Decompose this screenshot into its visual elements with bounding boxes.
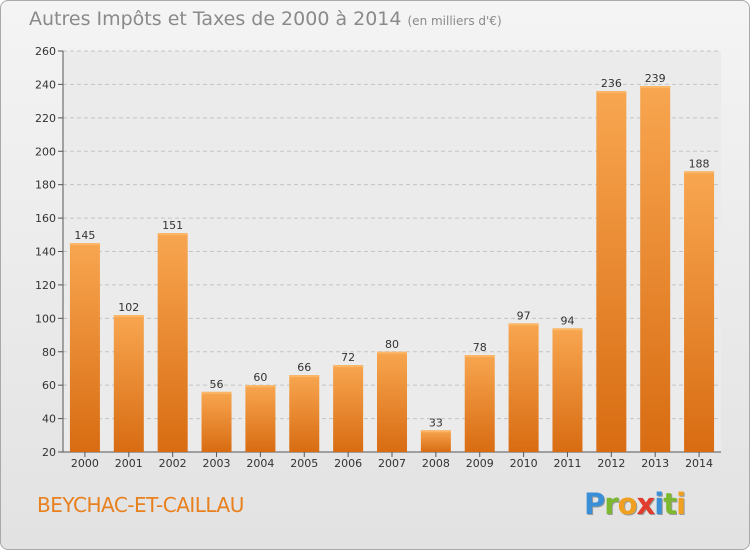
bar[interactable] bbox=[201, 391, 232, 452]
data-label: 145 bbox=[74, 229, 95, 242]
x-tick-label: 2004 bbox=[246, 457, 274, 470]
axes: 20 40 60 80 100 120 140 160 180 200 220 240 260 2000 2… bbox=[35, 45, 721, 470]
data-label: 102 bbox=[118, 301, 139, 314]
y-tick-label: 140 bbox=[35, 246, 56, 259]
bar[interactable] bbox=[333, 365, 364, 452]
x-tick-label: 2013 bbox=[641, 457, 669, 470]
y-tick-label: 40 bbox=[42, 413, 56, 426]
bar[interactable] bbox=[552, 328, 583, 452]
data-label: 60 bbox=[253, 371, 267, 384]
commune-name: BEYCHAC-ET-CAILLAU bbox=[37, 493, 244, 517]
labels: 145 102 151 56 60 66 72 80 33 78 97 94 236 239 188 bbox=[74, 72, 709, 429]
y-tick-label: 200 bbox=[35, 145, 56, 158]
logo-letter: i bbox=[676, 487, 686, 521]
logo-letter: r bbox=[604, 487, 618, 521]
x-tick-label: 2006 bbox=[334, 457, 362, 470]
bar-top-highlight bbox=[289, 375, 320, 378]
bar-top-highlight bbox=[377, 351, 407, 354]
bar[interactable] bbox=[420, 430, 451, 452]
y-tick-label: 60 bbox=[42, 379, 56, 392]
data-label: 236 bbox=[601, 77, 622, 90]
bar[interactable] bbox=[377, 351, 407, 452]
bar[interactable] bbox=[596, 91, 627, 452]
x-tick-label: 2002 bbox=[159, 457, 187, 470]
y-tick-label: 20 bbox=[42, 446, 56, 459]
y-tick-label: 220 bbox=[35, 112, 56, 125]
x-tick-label: 2014 bbox=[685, 457, 713, 470]
y-tick-label: 240 bbox=[35, 78, 56, 91]
chart-unit-note: (en milliers d'€) bbox=[407, 14, 502, 28]
y-tick-label: 160 bbox=[35, 212, 56, 225]
y-tick-label: 260 bbox=[35, 45, 56, 58]
bar-top-highlight bbox=[69, 243, 100, 246]
bar-top-highlight bbox=[640, 86, 671, 89]
logo-letter: t bbox=[663, 487, 677, 521]
bar-top-highlight bbox=[596, 91, 627, 94]
bar[interactable] bbox=[684, 171, 715, 453]
x-tick-label: 2011 bbox=[553, 457, 581, 470]
bar[interactable] bbox=[113, 314, 144, 452]
bar-top-highlight bbox=[333, 365, 364, 368]
data-label: 94 bbox=[560, 314, 574, 327]
bar[interactable] bbox=[69, 243, 100, 452]
bar-top-highlight bbox=[245, 385, 276, 388]
logo-letter: x bbox=[636, 487, 656, 521]
data-label: 66 bbox=[297, 361, 311, 374]
x-tick-label: 2012 bbox=[597, 457, 625, 470]
y-tick-label: 80 bbox=[42, 346, 56, 359]
bar-top-highlight bbox=[113, 314, 144, 317]
y-tick-label: 120 bbox=[35, 279, 56, 292]
bar-top-highlight bbox=[684, 171, 715, 174]
bar[interactable] bbox=[508, 323, 539, 452]
x-tick-label: 2007 bbox=[378, 457, 406, 470]
bar[interactable] bbox=[157, 233, 188, 452]
bar[interactable] bbox=[289, 375, 320, 452]
bar[interactable] bbox=[464, 355, 495, 452]
x-tick-label: 2009 bbox=[466, 457, 494, 470]
data-label: 33 bbox=[429, 416, 443, 429]
data-label: 80 bbox=[385, 338, 399, 351]
x-tick-label: 2001 bbox=[115, 457, 143, 470]
bar-top-highlight bbox=[508, 323, 539, 326]
data-label: 188 bbox=[689, 157, 710, 170]
data-label: 56 bbox=[210, 378, 224, 391]
logo-letter: P bbox=[584, 487, 605, 521]
bar-top-highlight bbox=[157, 233, 188, 236]
proxiti-logo[interactable]: Proxiti bbox=[584, 487, 686, 521]
bar-top-highlight bbox=[201, 391, 232, 394]
y-tick-label: 180 bbox=[35, 179, 56, 192]
logo-letter: i bbox=[654, 487, 664, 521]
data-label: 151 bbox=[162, 219, 183, 232]
data-label: 72 bbox=[341, 351, 355, 364]
x-tick-label: 2003 bbox=[203, 457, 231, 470]
x-tick-label: 2010 bbox=[510, 457, 538, 470]
bar[interactable] bbox=[245, 385, 276, 452]
y-tick-label: 100 bbox=[35, 312, 56, 325]
chart-title: Autres Impôts et Taxes de 2000 à 2014 (en… bbox=[29, 8, 502, 30]
data-label: 239 bbox=[645, 72, 666, 85]
x-tick-label: 2008 bbox=[422, 457, 450, 470]
chart-title-text: Autres Impôts et Taxes de 2000 à 2014 bbox=[29, 8, 402, 30]
bar-top-highlight bbox=[552, 328, 583, 331]
x-tick-label: 2005 bbox=[290, 457, 318, 470]
x-tick-label: 2000 bbox=[71, 457, 99, 470]
bar[interactable] bbox=[640, 86, 671, 453]
bars bbox=[69, 86, 715, 453]
bar-top-highlight bbox=[464, 355, 495, 358]
data-label: 97 bbox=[517, 309, 531, 322]
logo-letter: o bbox=[617, 487, 638, 521]
data-label: 78 bbox=[473, 341, 487, 354]
bar-top-highlight bbox=[420, 430, 451, 433]
